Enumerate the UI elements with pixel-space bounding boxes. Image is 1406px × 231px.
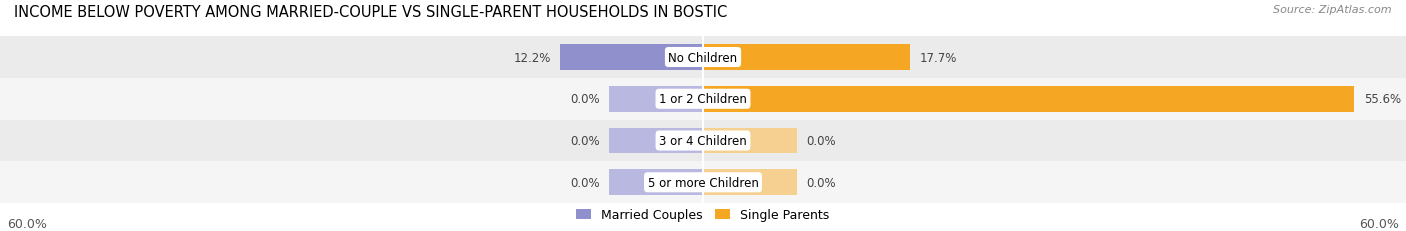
Text: 1 or 2 Children: 1 or 2 Children bbox=[659, 93, 747, 106]
Text: 55.6%: 55.6% bbox=[1364, 93, 1400, 106]
Text: No Children: No Children bbox=[668, 51, 738, 64]
Text: 0.0%: 0.0% bbox=[571, 176, 600, 189]
Text: 0.0%: 0.0% bbox=[571, 134, 600, 147]
Text: 5 or more Children: 5 or more Children bbox=[648, 176, 758, 189]
Text: 0.0%: 0.0% bbox=[806, 134, 835, 147]
Text: 12.2%: 12.2% bbox=[513, 51, 551, 64]
Text: 60.0%: 60.0% bbox=[7, 217, 46, 230]
Bar bbox=[703, 170, 797, 195]
Legend: Married Couples, Single Parents: Married Couples, Single Parents bbox=[572, 204, 834, 225]
Bar bbox=[609, 128, 703, 154]
Text: 17.7%: 17.7% bbox=[920, 51, 957, 64]
Bar bbox=[703, 128, 797, 154]
Text: 60.0%: 60.0% bbox=[1360, 217, 1399, 230]
Bar bbox=[0, 79, 1406, 120]
Text: 0.0%: 0.0% bbox=[806, 176, 835, 189]
Bar bbox=[703, 45, 911, 71]
Bar bbox=[0, 37, 1406, 79]
Text: 0.0%: 0.0% bbox=[571, 93, 600, 106]
Bar bbox=[0, 120, 1406, 162]
Bar bbox=[703, 86, 1354, 112]
Text: Source: ZipAtlas.com: Source: ZipAtlas.com bbox=[1274, 5, 1392, 15]
Bar bbox=[609, 170, 703, 195]
Text: 3 or 4 Children: 3 or 4 Children bbox=[659, 134, 747, 147]
Bar bbox=[0, 162, 1406, 203]
Bar bbox=[609, 86, 703, 112]
Bar bbox=[560, 45, 703, 71]
Text: INCOME BELOW POVERTY AMONG MARRIED-COUPLE VS SINGLE-PARENT HOUSEHOLDS IN BOSTIC: INCOME BELOW POVERTY AMONG MARRIED-COUPL… bbox=[14, 5, 727, 20]
